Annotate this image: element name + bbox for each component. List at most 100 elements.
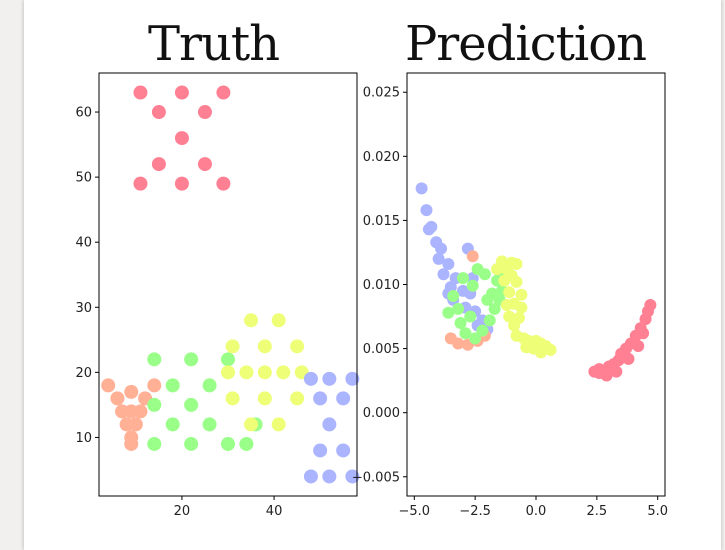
prediction-point [483, 314, 496, 327]
prediction-point [420, 204, 433, 217]
prediction-point [466, 250, 479, 263]
truth-x-tick-label: 40 [266, 504, 283, 519]
prediction-point [505, 269, 518, 282]
truth-point [257, 339, 272, 354]
prediction-point [415, 182, 428, 195]
prediction-y-tick-label: 0.000 [363, 406, 400, 421]
prediction-point [447, 290, 460, 303]
truth-point [336, 443, 351, 458]
prediction-point [503, 310, 516, 323]
prediction-point [520, 341, 533, 354]
prediction-point [622, 352, 635, 365]
truth-point [124, 436, 139, 451]
truth-point [221, 365, 235, 380]
prediction-point [637, 327, 650, 340]
truth-point [313, 391, 328, 406]
prediction-point [442, 257, 455, 270]
prediction-point [500, 299, 513, 312]
truth-axes-frame [98, 72, 358, 497]
truth-y-tick-label: 40 [75, 236, 92, 251]
truth-point [303, 371, 318, 386]
prediction-title: Prediction [405, 16, 647, 72]
prediction-point [481, 293, 494, 306]
truth-point [147, 436, 162, 451]
truth-point [290, 391, 305, 406]
prediction-point [432, 252, 445, 265]
prediction-point [442, 306, 455, 319]
truth-point [165, 417, 180, 432]
prediction-point [464, 310, 477, 323]
truth-point [124, 404, 139, 419]
truth-y-tick-label: 20 [75, 366, 92, 381]
prediction-y-tick-label: 0.005 [363, 342, 400, 357]
prediction-point [503, 286, 516, 299]
prediction-x-tick-label: −5.0 [399, 504, 431, 519]
truth-point [221, 352, 235, 367]
truth-point [290, 339, 305, 354]
truth-x-tick-label: 20 [174, 504, 191, 519]
prediction-point [444, 332, 457, 345]
truth-point [128, 417, 143, 432]
truth-point [225, 339, 240, 354]
truth-point [322, 417, 337, 432]
truth-title: Truth [148, 16, 280, 72]
prediction-y-tick-label: 0.010 [363, 278, 400, 293]
truth-point [202, 417, 217, 432]
truth-point [336, 391, 351, 406]
truth-point [151, 157, 166, 172]
prediction-point [488, 302, 501, 315]
prediction-point [466, 279, 479, 292]
prediction-x-tick-label: −2.5 [459, 504, 491, 519]
truth-y-tick-label: 60 [75, 106, 92, 121]
truth-point [197, 157, 212, 172]
prediction-point [515, 301, 528, 314]
prediction-y-tick-label: 0.025 [363, 86, 400, 101]
truth-point [147, 378, 162, 393]
prediction-point [593, 366, 606, 379]
truth-y-tick-label: 30 [75, 301, 92, 316]
truth-point [151, 105, 166, 120]
truth-point [174, 176, 189, 191]
prediction-point [515, 288, 528, 301]
truth-point [147, 397, 162, 412]
prediction-x-tick-label: 5.0 [647, 504, 668, 519]
truth-point [197, 105, 212, 120]
truth-point [313, 443, 328, 458]
truth-y-tick-label: 10 [75, 431, 92, 446]
truth-point [216, 85, 231, 100]
truth-point [124, 384, 139, 399]
prediction-x-tick-label: 0.0 [526, 504, 547, 519]
prediction-point [452, 302, 465, 315]
truth-point [345, 371, 360, 386]
truth-point [239, 365, 254, 380]
prediction-point [437, 268, 450, 281]
truth-point [174, 131, 189, 146]
truth-point [244, 417, 259, 432]
prediction-point [512, 311, 525, 324]
truth-point [174, 85, 189, 100]
truth-point [257, 365, 272, 380]
prediction-point [544, 343, 557, 356]
prediction-point [435, 242, 448, 255]
truth-point [202, 378, 217, 393]
prediction-point [476, 324, 489, 337]
prediction-point [454, 316, 467, 329]
truth-point [133, 176, 148, 191]
prediction-point [459, 327, 472, 340]
truth-point [184, 436, 199, 451]
truth-point [303, 469, 318, 484]
truth-point [110, 391, 125, 406]
truth-point [147, 352, 162, 367]
prediction-point [610, 365, 623, 378]
prediction-y-tick-label: 0.015 [363, 214, 400, 229]
truth-point [101, 378, 116, 393]
prediction-x-tick-label: 2.5 [587, 504, 608, 519]
prediction-point [491, 263, 504, 276]
truth-point [165, 378, 180, 393]
truth-point [225, 391, 240, 406]
truth-point [257, 391, 272, 406]
truth-point [184, 352, 199, 367]
truth-point [345, 469, 360, 484]
prediction-point [422, 223, 435, 236]
